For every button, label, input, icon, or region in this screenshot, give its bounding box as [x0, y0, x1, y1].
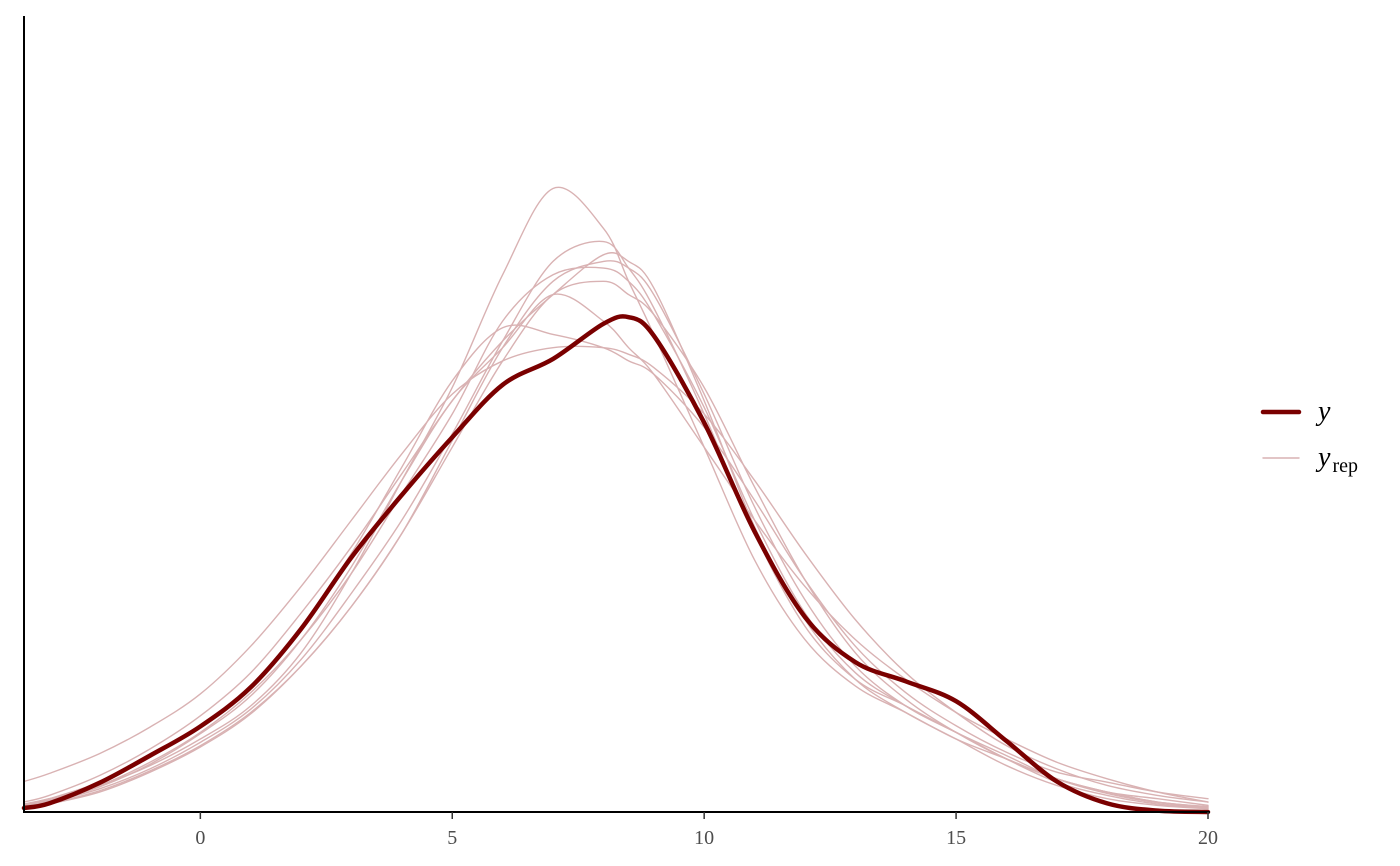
- x-tick-label: 10: [694, 827, 714, 849]
- x-tick-label: 5: [447, 827, 457, 849]
- legend-label: y rep: [1315, 442, 1358, 477]
- x-tick-label: 20: [1198, 827, 1218, 849]
- legend: y y rep: [1260, 396, 1358, 477]
- axes: 0 5 10 15 20: [23, 16, 1218, 849]
- series-line-y: [21, 314, 1211, 815]
- x-tick-label: 15: [946, 827, 966, 849]
- series-line-yrep-4: [23, 260, 1209, 809]
- x-ticks: 0 5 10 15 20: [195, 812, 1218, 849]
- legend-item-yrep: y rep: [1262, 442, 1358, 477]
- legend-item-y: y: [1260, 396, 1331, 427]
- x-tick-label: 0: [195, 827, 205, 849]
- series-line-yrep-5: [23, 252, 1209, 810]
- series-line-yrep-7: [23, 293, 1209, 807]
- plot-area: [21, 186, 1211, 815]
- legend-label: y: [1315, 396, 1331, 427]
- series-line-yrep-2: [23, 240, 1209, 808]
- series-line-yrep-6: [23, 345, 1209, 803]
- series-line-yrep-9: [23, 280, 1209, 809]
- legend-label-subscript: rep: [1332, 455, 1358, 477]
- series-line-yrep-1: [23, 186, 1209, 807]
